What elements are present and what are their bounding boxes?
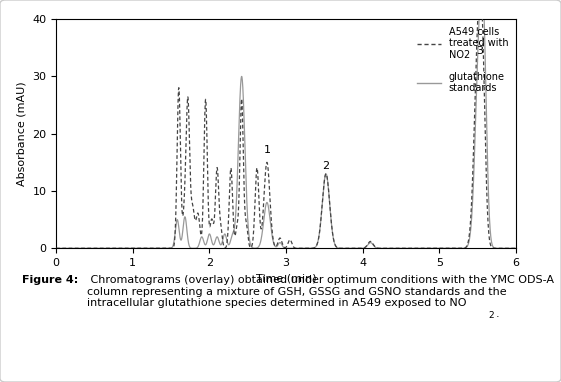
Text: 1: 1 [264, 146, 270, 155]
Text: 3: 3 [476, 46, 483, 56]
Y-axis label: Absorbance (mAU): Absorbance (mAU) [17, 81, 27, 186]
Text: Figure 4:: Figure 4: [22, 275, 79, 285]
Legend: A549 cells
treated with
NO2, glutathione
standards: A549 cells treated with NO2, glutathione… [413, 24, 511, 96]
Text: 2: 2 [323, 161, 329, 171]
Text: Chromatograms (overlay) obtained under optimum conditions with the YMC ODS-A col: Chromatograms (overlay) obtained under o… [87, 275, 554, 308]
Text: .: . [495, 309, 499, 319]
X-axis label: Time (min): Time (min) [256, 274, 316, 283]
Text: 2: 2 [488, 311, 494, 320]
